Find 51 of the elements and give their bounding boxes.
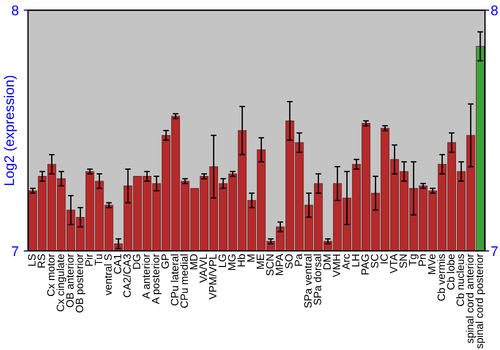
x-tick-label: spinal cord posterior: [475, 254, 486, 348]
x-tick-label: SO: [285, 254, 293, 268]
x-tick-label: VPM/VPL: [208, 254, 216, 300]
x-tick-label: Cb vermis: [437, 254, 445, 301]
x-tick-label: Cb nucleus: [456, 254, 464, 306]
x-tick-label: SPa dorsal: [313, 254, 322, 305]
x-tick-label: DM: [323, 254, 331, 270]
x-tick-label: CA2/CA3: [123, 254, 131, 298]
x-tick-label: OB anterior: [66, 254, 74, 308]
x-tick-label: LH: [352, 254, 360, 266]
x-tick-label: Cx cingulate: [56, 254, 66, 312]
x-tick-label: VA/VL: [199, 254, 207, 283]
x-tick-label: A anterior: [142, 254, 150, 299]
x-tick-label: ventral S: [104, 254, 112, 296]
x-tick-label: CPu medial: [180, 254, 188, 308]
x-tick-label: VTA: [390, 254, 398, 274]
x-tick-label: LS: [28, 254, 36, 266]
x-tick-label: spinal cord anterior: [466, 254, 476, 344]
x-tick-label: MG: [228, 254, 236, 270]
x-tick-label: CPu lateral: [170, 254, 178, 306]
x-tick-label: PAG: [361, 254, 369, 274]
x-tick-label: DG: [132, 254, 140, 269]
x-tick-label: Tg: [409, 254, 419, 266]
y2-tick-label: 7: [491, 246, 498, 256]
x-tick-label: M: [247, 254, 254, 262]
x-tick-label: A posterior: [152, 254, 162, 304]
x-tick-label: MD: [190, 254, 198, 270]
x-tick-label: Pa: [294, 254, 302, 266]
x-tick-label: Tu: [94, 254, 102, 266]
x-tick-label: Cb lobe: [446, 254, 455, 290]
x-tick-label: OB posterior: [75, 254, 86, 312]
x-tick-label: Arc: [342, 254, 350, 270]
x-tick-label: Pn: [418, 254, 426, 266]
x-tick-label: ME: [256, 254, 264, 269]
x-tick-label: Pir: [84, 254, 93, 266]
y2-tick-label: 8: [491, 5, 498, 16]
x-tick-label: VMH: [332, 254, 340, 278]
x-tick-label: SN: [399, 254, 407, 268]
x-tick-label: LG: [218, 254, 226, 267]
x-tick-label: RS: [38, 254, 46, 268]
x-tick-label: SCN: [266, 254, 274, 276]
x-tick-label: MVe: [428, 254, 436, 274]
x-tick-label: GP: [161, 254, 169, 268]
x-tick-label: Cx motor: [47, 254, 55, 296]
x-tick-label: SPa ventral: [304, 254, 312, 308]
x-tick-label: SC: [370, 254, 378, 268]
y-axis-title: Log2 (expression): [4, 76, 17, 185]
x-tick-label: CA1: [114, 254, 122, 274]
x-tick-label: IC: [380, 254, 388, 264]
x-tick-label: MPA: [276, 254, 284, 275]
x-tick-label: Hb: [237, 254, 246, 266]
